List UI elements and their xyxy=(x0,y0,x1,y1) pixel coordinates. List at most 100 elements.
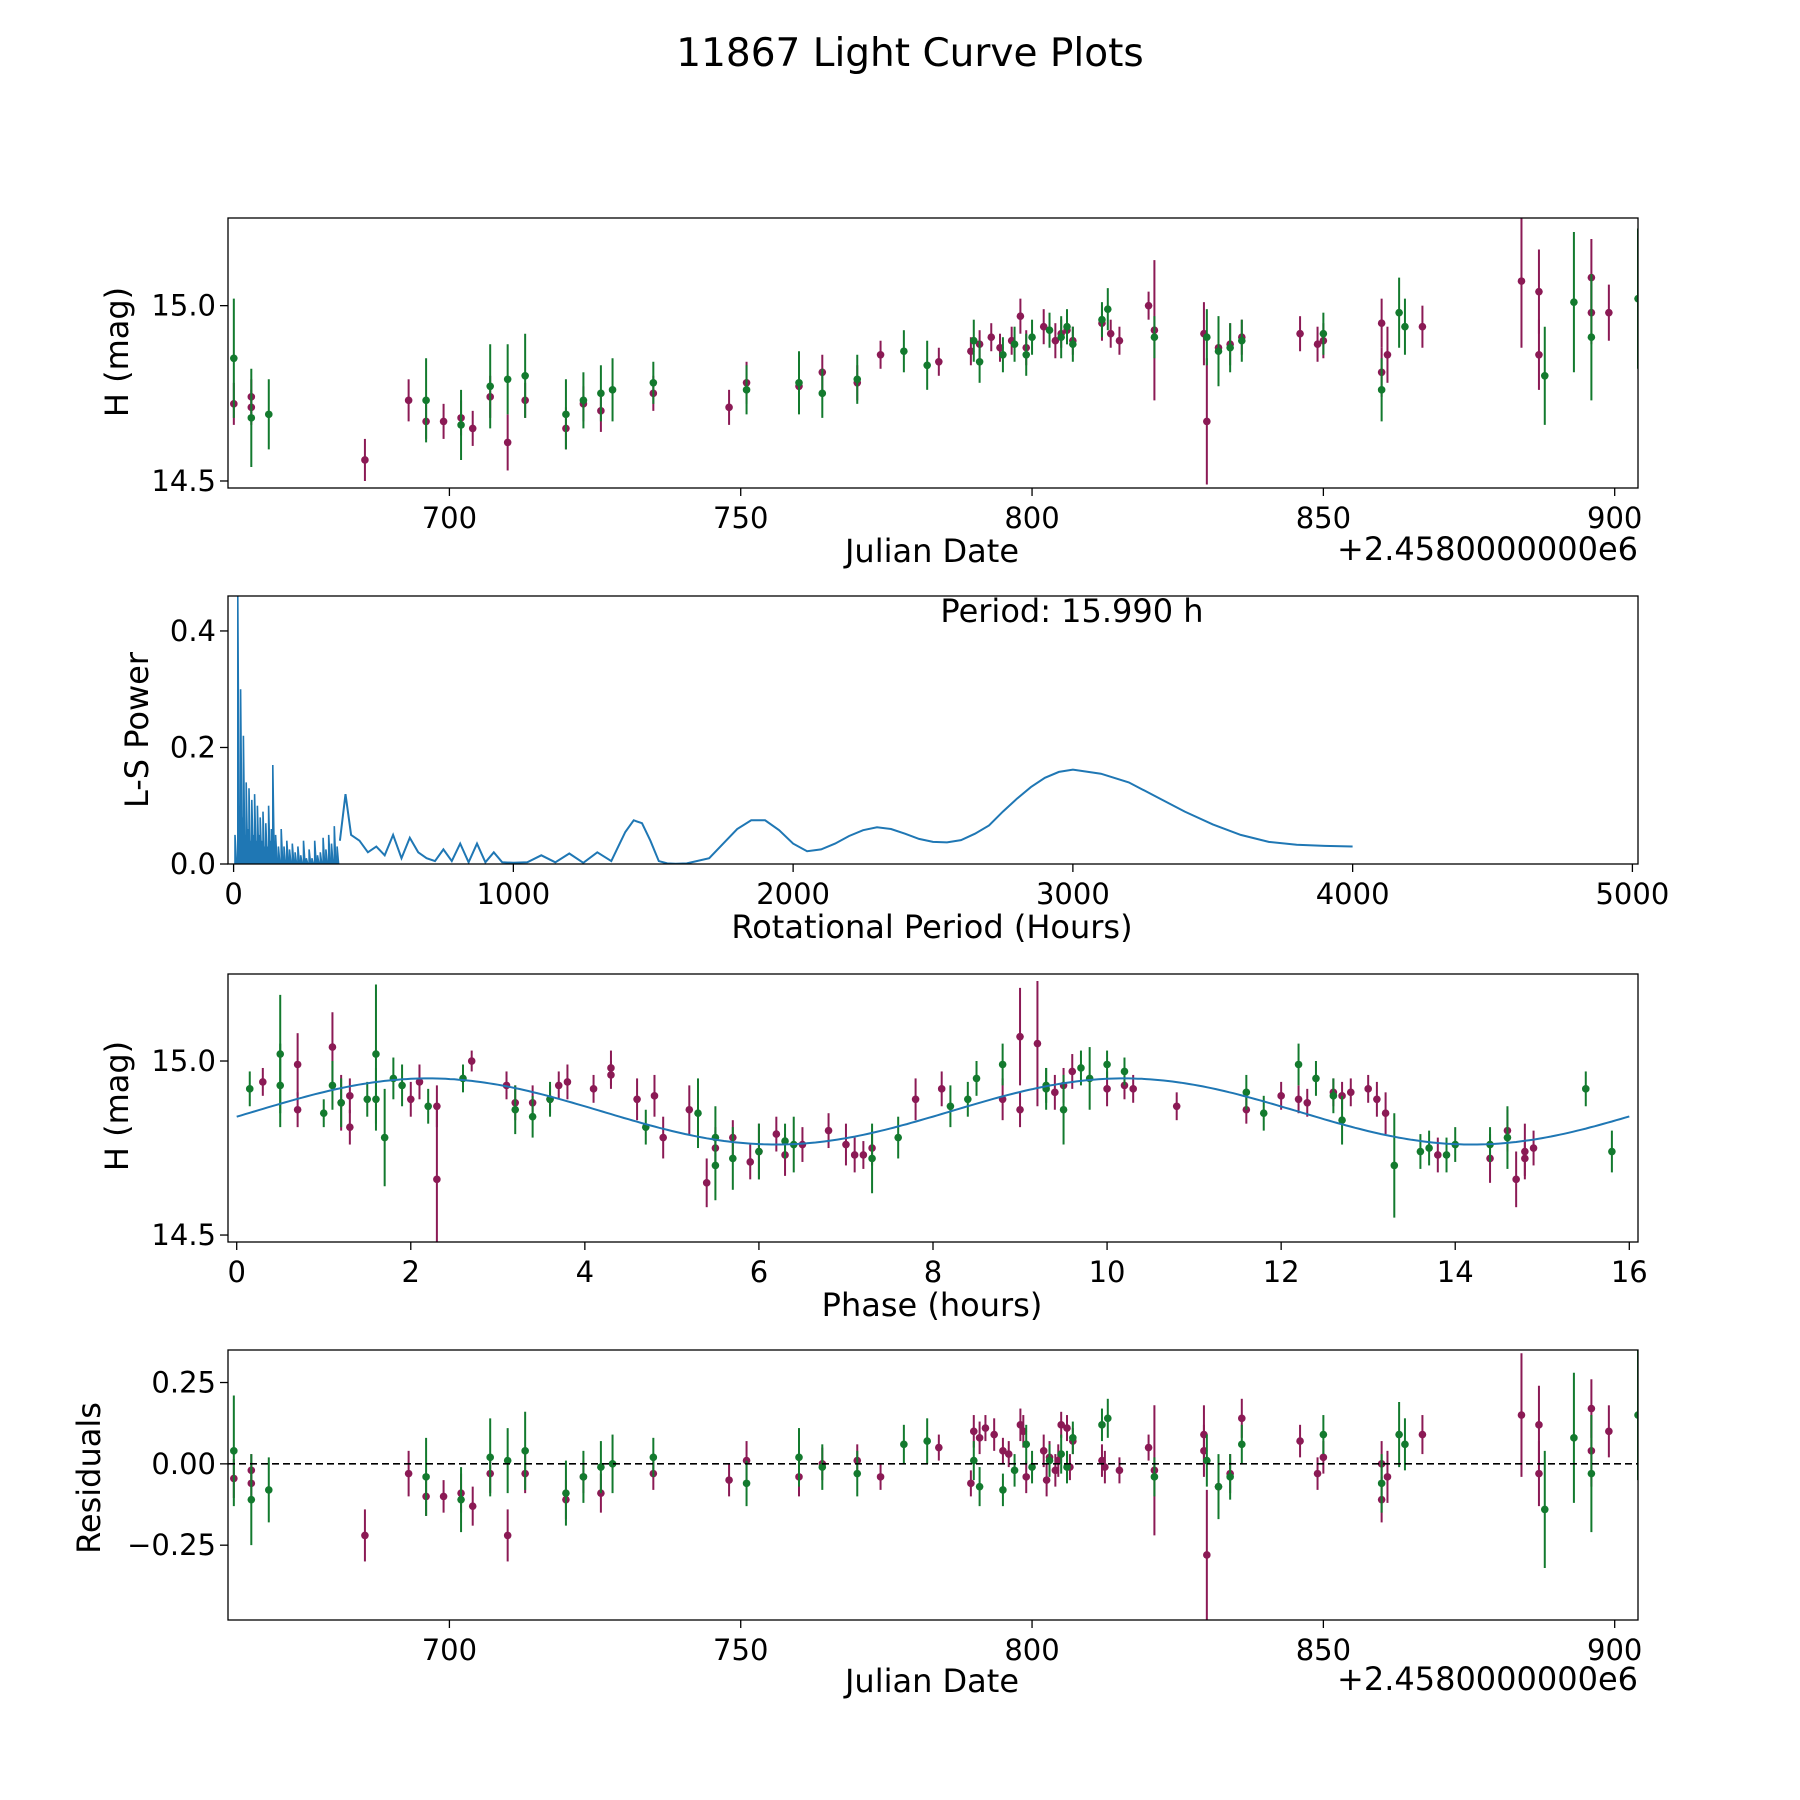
phase-curve-point xyxy=(337,1098,345,1107)
phase-curve-xlabel: Phase (hours) xyxy=(822,1286,1043,1324)
phase-curve-point xyxy=(528,1112,537,1121)
phase-curve-point xyxy=(1381,1109,1390,1118)
residuals-panel: Residuals Julian Date +2.4580000000e6 70… xyxy=(70,1349,1642,1700)
light-curve-point xyxy=(608,386,617,394)
residuals-point xyxy=(1010,1466,1019,1475)
light-curve-xtick-label: 750 xyxy=(713,501,768,535)
phase-curve-point xyxy=(372,1050,380,1058)
residuals-point xyxy=(1383,1473,1392,1481)
light-curve-point xyxy=(361,456,369,464)
light-curve-point xyxy=(1203,417,1211,426)
light-curve-point xyxy=(486,382,494,391)
light-curve-point xyxy=(987,333,996,342)
light-curve-point xyxy=(1634,294,1638,303)
light-curve-point xyxy=(969,336,978,345)
phase-curve-frame xyxy=(227,973,1639,1243)
phase-curve-point xyxy=(1120,1067,1129,1076)
phase-curve-point xyxy=(511,1105,520,1114)
residuals-point xyxy=(1098,1456,1106,1465)
light-curve-point xyxy=(1115,336,1124,345)
phase-curve-point xyxy=(859,1151,868,1159)
residuals-point xyxy=(1238,1414,1246,1423)
phase-curve-ytick-label: 14.5 xyxy=(151,1218,216,1252)
residuals-point xyxy=(969,1456,978,1465)
periodogram-frame xyxy=(227,595,1639,865)
periodogram-axes: 0 1000 2000 3000 4000 5000 0.0 0.2 0.4 xyxy=(170,614,1669,911)
periodogram-ylabel: L-S Power xyxy=(118,651,156,808)
residuals-point xyxy=(999,1486,1007,1494)
phase-curve-plot-area xyxy=(236,980,1630,1242)
phase-curve-xtick-label: 0 xyxy=(227,1255,245,1289)
residuals-ylabel: Residuals xyxy=(70,1402,108,1554)
periodogram-xtick-label: 1000 xyxy=(476,877,550,911)
phase-curve-point xyxy=(1529,1144,1538,1152)
residuals-point xyxy=(247,1495,256,1504)
phase-curve-point xyxy=(1059,1105,1068,1114)
residuals-point xyxy=(935,1443,943,1452)
light-curve-point xyxy=(999,350,1007,359)
phase-curve-point xyxy=(1503,1133,1512,1142)
phase-curve-point xyxy=(259,1078,267,1086)
residuals-point xyxy=(1063,1463,1071,1471)
light-curve-plot-area xyxy=(230,218,1638,485)
light-curve-point xyxy=(1570,298,1578,306)
light-curve-point xyxy=(1313,340,1322,349)
phase-curve-point xyxy=(1416,1147,1425,1156)
phase-curve-point xyxy=(972,1074,981,1083)
light-curve-point xyxy=(1418,322,1427,331)
light-curve-xtick-label: 800 xyxy=(1004,501,1059,535)
light-curve-point xyxy=(1069,340,1077,349)
phase-curve-ytick-label: 15.0 xyxy=(151,1044,216,1078)
phase-curve-xtick-label: 10 xyxy=(1089,1255,1126,1289)
residuals-point xyxy=(1377,1479,1386,1488)
phase-curve-point xyxy=(659,1133,667,1142)
residuals-point xyxy=(742,1456,751,1465)
periodogram-power-curve xyxy=(338,768,1353,864)
phase-curve-point xyxy=(1259,1109,1268,1118)
periodogram-xtick-label: 3000 xyxy=(1036,877,1110,911)
residuals-point xyxy=(579,1473,588,1481)
light-curve-xlabel: Julian Date xyxy=(843,532,1019,570)
light-curve-point xyxy=(818,389,827,398)
light-curve-axes: 700 750 800 850 900 14.5 15.0 xyxy=(151,289,1642,535)
residuals-point xyxy=(503,1456,512,1465)
residuals-ytick-label: 0.00 xyxy=(151,1447,216,1481)
residuals-point xyxy=(1101,1463,1109,1471)
phase-curve-point xyxy=(1373,1095,1381,1104)
phase-curve-point xyxy=(424,1102,432,1111)
residuals-point xyxy=(1418,1430,1427,1439)
residuals-point xyxy=(1028,1463,1036,1471)
residuals-ytick-label: 0.25 xyxy=(151,1366,216,1400)
phase-curve-point xyxy=(1608,1147,1616,1156)
phase-curve-point xyxy=(1033,1039,1042,1048)
phase-curve-point xyxy=(711,1161,720,1170)
residuals-point xyxy=(1226,1473,1234,1481)
residuals-point xyxy=(1039,1447,1048,1455)
residuals-point xyxy=(562,1489,570,1497)
light-curve-point xyxy=(404,396,413,405)
light-curve-offset-text: +2.4580000000e6 xyxy=(1337,530,1638,568)
residuals-point xyxy=(1535,1421,1543,1429)
phase-curve-point xyxy=(998,1060,1007,1069)
light-curve-point xyxy=(503,438,512,447)
light-curve-point xyxy=(468,424,477,433)
residuals-point xyxy=(1395,1430,1403,1439)
light-curve-point xyxy=(422,396,430,405)
phase-curve-point xyxy=(1068,1067,1077,1076)
phase-curve-point xyxy=(911,1095,920,1104)
residuals-point xyxy=(1103,1414,1112,1423)
light-curve-point xyxy=(1028,333,1036,342)
light-curve-point xyxy=(1103,305,1112,313)
phase-curve-point xyxy=(245,1085,254,1093)
residuals-point xyxy=(1022,1440,1031,1449)
light-curve-point xyxy=(1010,340,1019,349)
phase-curve-point xyxy=(1346,1088,1355,1097)
phase-curve-point xyxy=(380,1133,389,1142)
phase-curve-point xyxy=(1103,1060,1111,1069)
residuals-axes: 700 750 800 850 900 0.25 0.00 −0.25 xyxy=(127,1366,1642,1667)
light-curve-series xyxy=(230,228,1638,467)
residuals-xtick-label: 700 xyxy=(422,1633,477,1667)
residuals-point xyxy=(1098,1421,1106,1429)
residuals-point xyxy=(975,1482,984,1491)
residuals-point xyxy=(439,1492,448,1501)
